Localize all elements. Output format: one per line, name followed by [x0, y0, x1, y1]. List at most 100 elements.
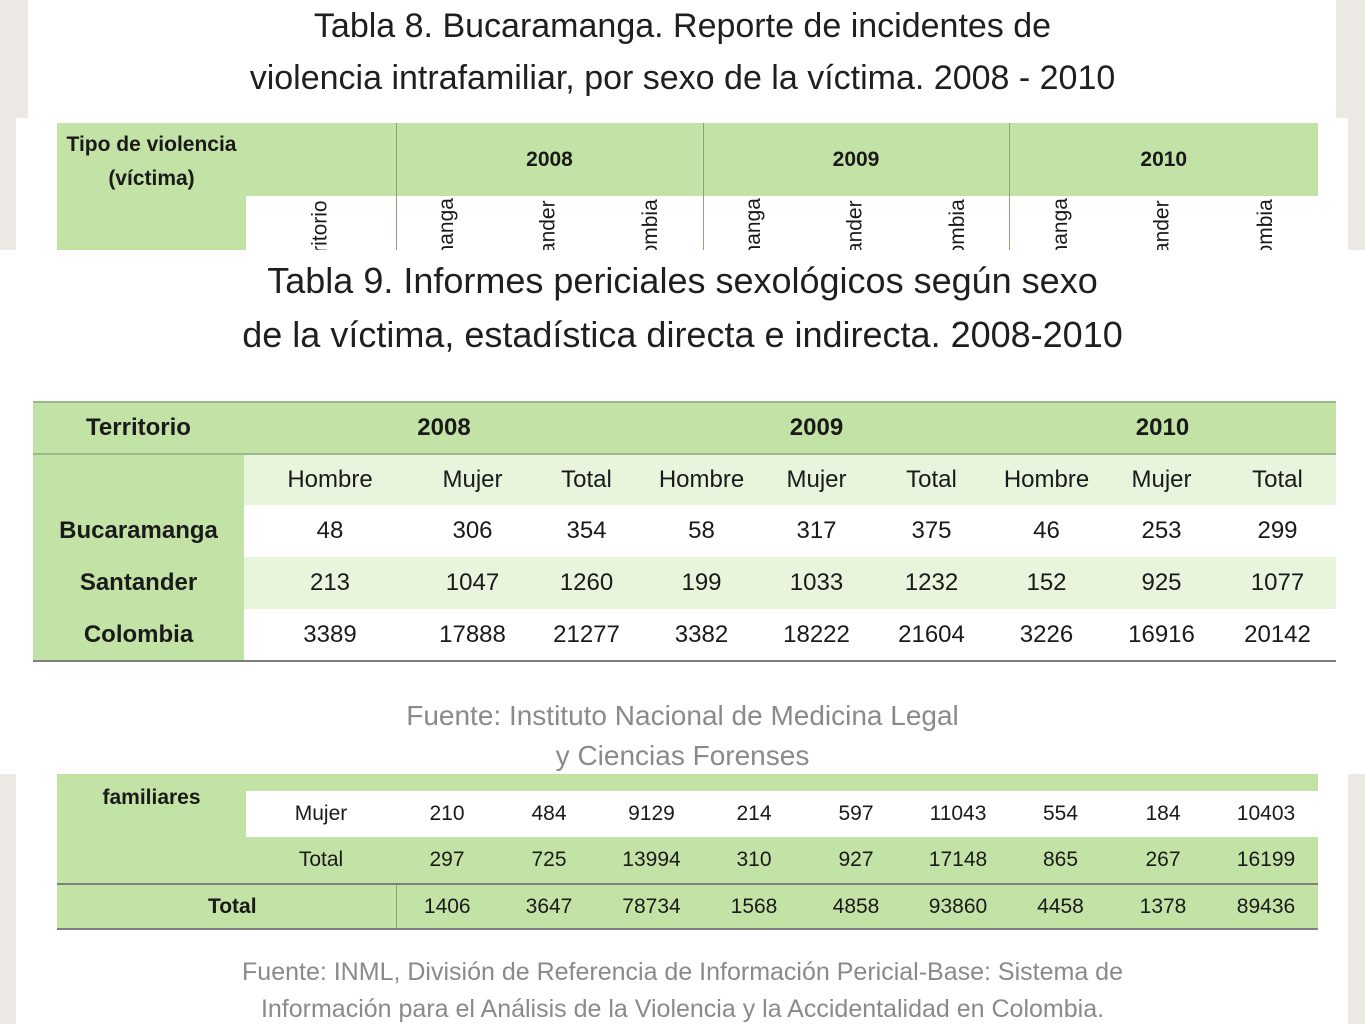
- table9-row-label-blank: [33, 454, 244, 505]
- table8-cell: 17148: [907, 837, 1009, 884]
- table9-cell: 299: [1219, 505, 1336, 557]
- table9-year-2008: 2008: [244, 402, 644, 454]
- table9-subcol-header: Hombre: [244, 454, 416, 505]
- table9-cell: 1077: [1219, 557, 1336, 609]
- table8-cell: 9129: [600, 791, 703, 837]
- table8-cell: 267: [1112, 837, 1214, 884]
- table9-cell: 1033: [759, 557, 874, 609]
- table8-source-line1: Fuente: INML, División de Referencia de …: [242, 958, 1123, 986]
- table9-cell: 253: [1104, 505, 1219, 557]
- table8-corner-line1: Tipo de violencia: [66, 133, 237, 156]
- table8-cell: 484: [498, 791, 600, 837]
- table8-total-cell: 1568: [703, 884, 805, 929]
- table9-cell: 3226: [989, 609, 1104, 661]
- table9-cell: 925: [1104, 557, 1219, 609]
- table8-total-cell: 1378: [1112, 884, 1214, 929]
- table9-cell: 3382: [644, 609, 759, 661]
- table9-subcol-header: Total: [874, 454, 989, 505]
- table8-cell: 725: [498, 837, 600, 884]
- table9-cell: 317: [759, 505, 874, 557]
- table8-cell: 310: [703, 837, 805, 884]
- table8-title-line1: Tabla 8. Bucaramanga. Reporte de inciden…: [313, 7, 1052, 45]
- table9-cell: 17888: [416, 609, 529, 661]
- table9-cell: 46: [989, 505, 1104, 557]
- table8-corner-line2: (víctima): [108, 167, 195, 190]
- table8-cell: 927: [805, 837, 907, 884]
- table8-cell: 297: [396, 837, 498, 884]
- table8-total-cell: 4458: [1009, 884, 1112, 929]
- table8-cell: 210: [396, 791, 498, 837]
- table-row: Total 297 725 13994 310 927 17148 865 26…: [57, 837, 1318, 884]
- table9-subcol-header: Hombre: [989, 454, 1104, 505]
- table8-cell: 865: [1009, 837, 1112, 884]
- table9-cell: 213: [244, 557, 416, 609]
- table9-cell: 354: [529, 505, 644, 557]
- table9-cell: 16916: [1104, 609, 1219, 661]
- table-row: Santander 213 1047 1260 199 1033 1232 15…: [33, 557, 1336, 609]
- table9-cell: 18222: [759, 609, 874, 661]
- table9-cell: 306: [416, 505, 529, 557]
- table8-cell: 597: [805, 791, 907, 837]
- table9-subcol-header: Total: [1219, 454, 1336, 505]
- table9-territorio-header: Territorio: [33, 402, 244, 454]
- table8-cell: 10403: [1214, 791, 1318, 837]
- table9-title: Tabla 9. Informes periciales sexológicos…: [0, 254, 1365, 362]
- table9-cell: 1047: [416, 557, 529, 609]
- table9-cell: 375: [874, 505, 989, 557]
- table9-cell: 48: [244, 505, 416, 557]
- table9-year-2009: 2009: [644, 402, 989, 454]
- table8-cell: 11043: [907, 791, 1009, 837]
- table9-subcol-header: Mujer: [1104, 454, 1219, 505]
- table8-group-label-cell: familiares: [57, 774, 246, 884]
- table8-cell: 214: [703, 791, 805, 837]
- table9-subcol-header: Hombre: [644, 454, 759, 505]
- table8-total-cell: 1406: [396, 884, 498, 929]
- table-row: Total 1406 3647 78734 1568 4858 93860 44…: [57, 884, 1318, 929]
- table9-cell: 20142: [1219, 609, 1336, 661]
- table9-subcol-header: Mujer: [416, 454, 529, 505]
- table8-cell: 13994: [600, 837, 703, 884]
- table8-title-line2: violencia intrafamiliar, por sexo de la …: [249, 59, 1116, 97]
- table8-source: Fuente: INML, División de Referencia de …: [0, 954, 1365, 1024]
- table9-row-name: Colombia: [33, 609, 244, 661]
- table9-cell: 152: [989, 557, 1104, 609]
- table-row: Bucaramanga 48 306 354 58 317 375 46 253…: [33, 505, 1336, 557]
- table8-total-cell: 89436: [1214, 884, 1318, 929]
- table9-row-name: Santander: [33, 557, 244, 609]
- table9-cell: 21604: [874, 609, 989, 661]
- table8-total-cell: 3647: [498, 884, 600, 929]
- table8-cell: 554: [1009, 791, 1112, 837]
- table9-cell: 3389: [244, 609, 416, 661]
- table8-bottom-top-strip: [246, 774, 1318, 791]
- table9-subcol-header: Mujer: [759, 454, 874, 505]
- table9-cell: 199: [644, 557, 759, 609]
- table8-year-2010: 2010: [1009, 123, 1319, 196]
- table8-header: Tipo de violencia (víctima) 2008 2009 20…: [57, 123, 1319, 276]
- table9: Territorio 2008 2009 2010 Hombre Mujer T…: [33, 401, 1336, 662]
- table9-title-line1: Tabla 9. Informes periciales sexológicos…: [267, 260, 1098, 301]
- table8-row-label: Total: [246, 837, 396, 884]
- table8-total-cell: 93860: [907, 884, 1009, 929]
- table9-row-name: Bucaramanga: [33, 505, 244, 557]
- table8-corner-cell: Tipo de violencia (víctima): [57, 123, 246, 196]
- table9-cell: 1260: [529, 557, 644, 609]
- table8-corner-spacer: [246, 123, 397, 196]
- table9-cell: 1232: [874, 557, 989, 609]
- table8-row-label: Mujer: [246, 791, 396, 837]
- table8-year-2009: 2009: [703, 123, 1010, 196]
- table9-source: Fuente: Instituto Nacional de Medicina L…: [0, 696, 1365, 776]
- table8-total-cell: 4858: [805, 884, 907, 929]
- table-row: Mujer 210 484 9129 214 597 11043 554 184…: [57, 791, 1318, 837]
- table9-cell: 58: [644, 505, 759, 557]
- table8-group-label: familiares: [102, 786, 201, 809]
- table8-bottom: familiares Mujer 210 484 9129 214 597 11…: [57, 774, 1318, 930]
- table9-year-2010: 2010: [989, 402, 1336, 454]
- table8-year-2008: 2008: [396, 123, 704, 196]
- table8-title: Tabla 8. Bucaramanga. Reporte de inciden…: [0, 0, 1365, 104]
- table9-source-line1: Fuente: Instituto Nacional de Medicina L…: [406, 700, 959, 731]
- table8-cell: 16199: [1214, 837, 1318, 884]
- table9-source-line2: y Ciencias Forenses: [555, 740, 810, 771]
- table9-cell: 21277: [529, 609, 644, 661]
- table-row: Colombia 3389 17888 21277 3382 18222 216…: [33, 609, 1336, 661]
- table8-cell: 184: [1112, 791, 1214, 837]
